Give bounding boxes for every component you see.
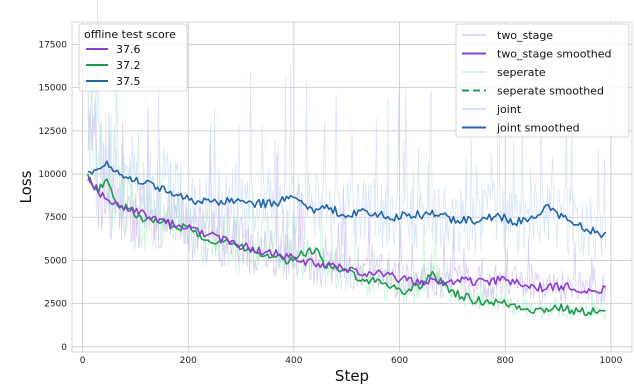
y-axis-label: Loss bbox=[17, 170, 35, 203]
left-legend-box bbox=[78, 23, 188, 92]
y-tick-label: 0 bbox=[61, 343, 67, 353]
right-legend-label: joint bbox=[496, 103, 522, 116]
right-legend-label: seperate bbox=[497, 66, 546, 79]
left-legend-label: 37.2 bbox=[116, 59, 141, 72]
x-tick-label: 0 bbox=[80, 356, 86, 366]
y-tick-label: 2500 bbox=[44, 300, 67, 310]
right-legend-label: seperate smoothed bbox=[497, 85, 604, 98]
left-legend-title: offline test score bbox=[84, 28, 176, 41]
left-legend-label: 37.5 bbox=[116, 75, 141, 88]
smoothed-series-line bbox=[87, 176, 606, 294]
right-legend-box bbox=[455, 23, 630, 138]
x-tick-label: 600 bbox=[391, 356, 408, 366]
y-tick-label: 10000 bbox=[38, 170, 67, 180]
y-tick-label: 7500 bbox=[44, 213, 67, 223]
x-tick-label: 1000 bbox=[599, 356, 622, 366]
smoothed-series-layer bbox=[87, 160, 607, 317]
y-tick-label: 15000 bbox=[38, 84, 67, 94]
x-tick-label: 200 bbox=[180, 356, 197, 366]
y-tick-label: 12500 bbox=[38, 127, 67, 137]
tick-labels: 0 200 400 600 800 100002500500075001000012500… bbox=[38, 40, 622, 366]
y-tick-label: 17500 bbox=[38, 40, 67, 50]
right-legend: two_stage two_stage smoothed seperate seper… bbox=[455, 23, 630, 138]
x-axis-label: Step bbox=[335, 367, 369, 385]
right-legend-label: two_stage bbox=[497, 29, 553, 42]
smoothed-series-line bbox=[87, 160, 607, 239]
x-tick-label: 400 bbox=[285, 356, 302, 366]
right-legend-label: two_stage smoothed bbox=[497, 48, 612, 61]
left-legend-label: 37.6 bbox=[116, 43, 141, 56]
y-tick-label: 5000 bbox=[44, 256, 67, 266]
left-legend: offline test score 37.6 37.2 37.5 bbox=[78, 23, 188, 92]
x-tick-label: 800 bbox=[497, 356, 514, 366]
right-legend-label: joint smoothed bbox=[496, 122, 580, 135]
raw-series-line bbox=[87, 0, 606, 262]
